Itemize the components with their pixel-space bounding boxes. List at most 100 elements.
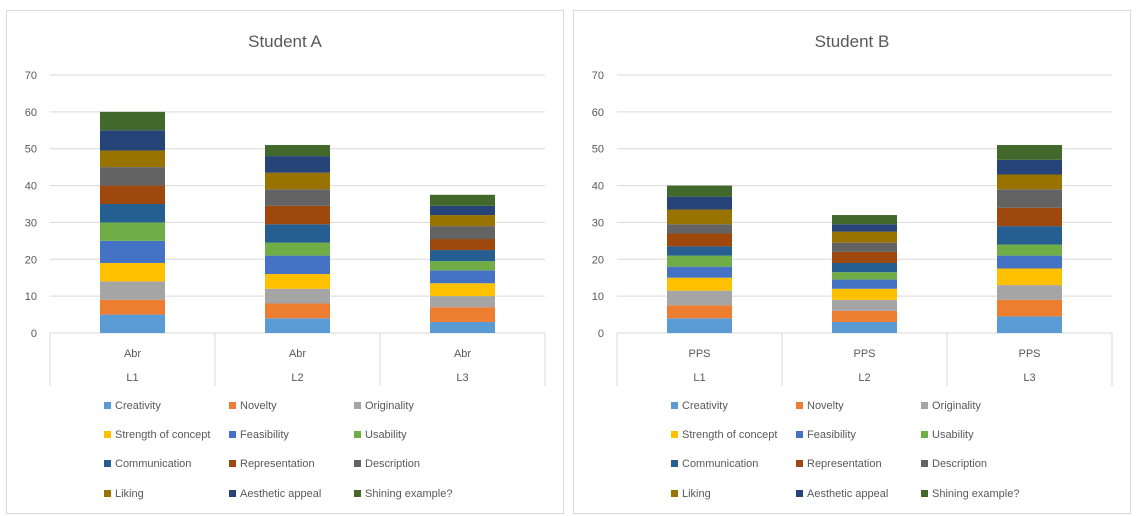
legend-swatch-novelty bbox=[796, 402, 803, 409]
chart-title: Student A bbox=[248, 32, 322, 51]
legend-swatch-communication bbox=[104, 460, 111, 467]
bar-segment-feasibility bbox=[667, 266, 732, 278]
bar-segment-representation bbox=[667, 233, 732, 247]
bar-segment-feasibility bbox=[100, 240, 165, 263]
bar-segment-aesthetic-appeal bbox=[667, 196, 732, 210]
bar-segment-aesthetic-appeal bbox=[997, 159, 1062, 175]
chart-svg-student-a: Student A 0 10 20 30 40 50 60 70 Abr L1 Abr L2 Abr L3 C… bbox=[25, 32, 546, 500]
bar-segment-originality bbox=[997, 285, 1062, 300]
y-tick-label: 40 bbox=[592, 181, 604, 193]
bar-segment-usability bbox=[430, 261, 495, 271]
x-group-label: L3 bbox=[1023, 372, 1035, 384]
y-tick-label: 20 bbox=[592, 254, 604, 266]
bar-segment-liking bbox=[832, 231, 897, 243]
bar-segment-usability bbox=[100, 222, 165, 241]
bar-segment-communication bbox=[667, 246, 732, 256]
y-tick-label: 50 bbox=[25, 144, 37, 156]
bar-segment-usability bbox=[667, 255, 732, 267]
y-tick-label: 60 bbox=[592, 107, 604, 119]
bar-segment-description bbox=[265, 189, 330, 206]
legend-swatch-usability bbox=[354, 431, 361, 438]
legend-swatch-strength-of-concept bbox=[104, 431, 111, 438]
x-group-label: L3 bbox=[456, 372, 468, 384]
legend-label-creativity: Creativity bbox=[682, 400, 728, 412]
bar-segment-feasibility bbox=[430, 270, 495, 284]
legend-label-aesthetic-appeal: Aesthetic appeal bbox=[240, 488, 321, 500]
bar-segment-novelty bbox=[265, 303, 330, 319]
x-tick-label: PPS bbox=[853, 348, 875, 360]
bar-segment-novelty bbox=[430, 307, 495, 322]
bar-segment-shining-example bbox=[832, 215, 897, 225]
legend-swatch-description bbox=[354, 460, 361, 467]
bar-segment-strength-of-concept bbox=[265, 274, 330, 289]
bar-segment-liking bbox=[100, 150, 165, 168]
legend-label-shining-example: Shining example? bbox=[365, 488, 452, 500]
bar-segment-creativity bbox=[265, 318, 330, 333]
legend-swatch-representation bbox=[229, 460, 236, 467]
bar-segment-communication bbox=[997, 226, 1062, 245]
legend-swatch-novelty bbox=[229, 402, 236, 409]
bar-segment-communication bbox=[100, 204, 165, 223]
bar-segment-originality bbox=[430, 296, 495, 308]
bar-segment-liking bbox=[430, 215, 495, 227]
bar-segment-representation bbox=[832, 251, 897, 263]
legend-label-liking: Liking bbox=[682, 488, 711, 500]
legend-swatch-creativity bbox=[104, 402, 111, 409]
legend-label-description: Description bbox=[365, 458, 420, 470]
chart-panel-student-b: Student B 0 10 20 30 40 50 60 70 PPS L1 PPS L2 PPS L3 C… bbox=[573, 10, 1131, 514]
bar-segment-creativity bbox=[430, 321, 495, 333]
y-tick-label: 20 bbox=[25, 254, 37, 266]
bar-segment-representation bbox=[430, 239, 495, 251]
bar-segment-feasibility bbox=[832, 279, 897, 289]
bar-segment-shining-example bbox=[997, 145, 1062, 160]
legend-swatch-feasibility bbox=[229, 431, 236, 438]
legend-label-novelty: Novelty bbox=[240, 400, 277, 412]
x-tick-label: Abr bbox=[454, 348, 471, 360]
legend-swatch-strength-of-concept bbox=[671, 431, 678, 438]
bar-segment-communication bbox=[430, 250, 495, 262]
x-tick-label: Abr bbox=[289, 348, 306, 360]
y-tick-label: 10 bbox=[25, 291, 37, 303]
bar-segment-representation bbox=[100, 185, 165, 204]
legend-label-aesthetic-appeal: Aesthetic appeal bbox=[807, 488, 888, 500]
bar-segment-description bbox=[997, 189, 1062, 208]
legend-label-feasibility: Feasibility bbox=[807, 429, 856, 441]
legend-label-usability: Usability bbox=[365, 429, 407, 441]
y-tick-label: 30 bbox=[592, 217, 604, 229]
legend-label-strength-of-concept: Strength of concept bbox=[682, 429, 777, 441]
legend-swatch-feasibility bbox=[796, 431, 803, 438]
x-tick-label: PPS bbox=[688, 348, 710, 360]
legend-label-novelty: Novelty bbox=[807, 400, 844, 412]
legend-swatch-liking bbox=[104, 490, 111, 497]
bar-segment-shining-example bbox=[430, 194, 495, 206]
chart-title: Student B bbox=[815, 32, 890, 51]
legend-label-shining-example: Shining example? bbox=[932, 488, 1019, 500]
legend-swatch-communication bbox=[671, 460, 678, 467]
bar-segment-description bbox=[667, 224, 732, 234]
bar-segment-strength-of-concept bbox=[667, 277, 732, 291]
bar-segment-novelty bbox=[100, 299, 165, 315]
y-tick-label: 70 bbox=[592, 70, 604, 82]
bar-segment-shining-example bbox=[667, 185, 732, 197]
legend-label-usability: Usability bbox=[932, 429, 974, 441]
legend-swatch-representation bbox=[796, 460, 803, 467]
legend-label-representation: Representation bbox=[807, 458, 882, 470]
legend-swatch-aesthetic-appeal bbox=[796, 490, 803, 497]
x-group-label: L1 bbox=[693, 372, 705, 384]
legend-swatch-originality bbox=[354, 402, 361, 409]
bar-segment-representation bbox=[997, 207, 1062, 227]
bar-segment-strength-of-concept bbox=[832, 288, 897, 300]
bar-segment-strength-of-concept bbox=[100, 262, 165, 282]
legend-label-description: Description bbox=[932, 458, 987, 470]
legend-label-feasibility: Feasibility bbox=[240, 429, 289, 441]
legend-swatch-shining-example bbox=[921, 490, 928, 497]
x-tick-label: Abr bbox=[124, 348, 141, 360]
bar-segment-communication bbox=[832, 262, 897, 273]
legend-label-originality: Originality bbox=[365, 400, 414, 412]
bar-segment-aesthetic-appeal bbox=[832, 224, 897, 232]
x-tick-label: PPS bbox=[1018, 348, 1040, 360]
bar-segment-usability bbox=[997, 244, 1062, 256]
bar-segment-creativity bbox=[997, 316, 1062, 333]
bar-segment-originality bbox=[100, 281, 165, 300]
bar-segment-description bbox=[100, 167, 165, 186]
